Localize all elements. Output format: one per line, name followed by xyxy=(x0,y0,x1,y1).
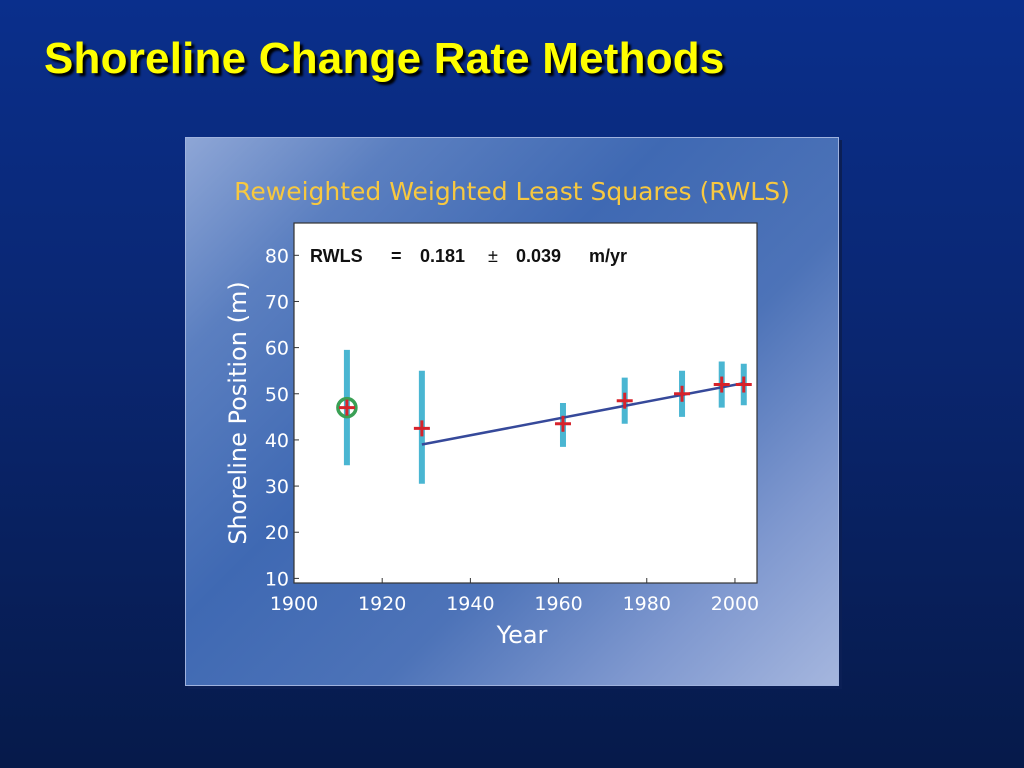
figure-panel: Reweighted Weighted Least Squares (RWLS)… xyxy=(185,137,839,686)
x-tick-label: 1960 xyxy=(534,593,582,615)
data-point-marker xyxy=(735,376,752,393)
axis-ticks: 1900 1920 1940 1960 1980 2000 10 20 30 40 50 60 70 80 xyxy=(265,245,759,615)
annotation-rate: 0.181 xyxy=(420,246,465,266)
data-markers xyxy=(336,376,752,437)
y-tick-label: 40 xyxy=(265,430,289,452)
data-point-marker xyxy=(413,420,430,437)
y-axis-title: Shoreline Position (m) xyxy=(224,281,252,544)
y-tick-label: 20 xyxy=(265,522,289,544)
chart-title: Reweighted Weighted Least Squares (RWLS) xyxy=(234,177,790,206)
data-point-marker xyxy=(713,376,730,393)
fit-line-group xyxy=(421,381,745,446)
y-tick-label: 50 xyxy=(265,384,289,406)
x-axis-title: Year xyxy=(496,621,548,649)
y-tick-label: 30 xyxy=(265,476,289,498)
plot-area xyxy=(293,222,758,584)
y-tick-label: 10 xyxy=(265,568,289,590)
annotation-equals: = xyxy=(391,246,402,266)
rwls-fit-line xyxy=(421,381,745,446)
y-tick-label: 70 xyxy=(265,291,289,313)
annotation: RWLS = 0.181 ± 0.039 m/yr xyxy=(310,246,627,266)
x-tick-label: 1920 xyxy=(358,593,406,615)
slide-title: Shoreline Change Rate Methods xyxy=(44,34,725,83)
x-tick-label: 1980 xyxy=(623,593,671,615)
outlier-ring xyxy=(336,396,358,419)
annotation-uncertainty: 0.039 xyxy=(516,246,561,266)
x-tick-label: 2000 xyxy=(711,593,759,615)
x-tick-label: 1940 xyxy=(446,593,494,615)
y-tick-label: 60 xyxy=(265,338,289,360)
annotation-plusminus: ± xyxy=(488,246,498,266)
x-tick-label: 1900 xyxy=(270,593,318,615)
rwls-chart: Reweighted Weighted Least Squares (RWLS)… xyxy=(224,177,790,649)
data-point-marker xyxy=(338,399,355,416)
data-point-marker xyxy=(554,415,571,432)
data-point-marker xyxy=(616,392,633,409)
y-tick-label: 80 xyxy=(265,245,289,267)
data-point-marker xyxy=(674,385,691,402)
annotation-unit: m/yr xyxy=(589,246,627,266)
annotation-label: RWLS xyxy=(310,246,363,266)
